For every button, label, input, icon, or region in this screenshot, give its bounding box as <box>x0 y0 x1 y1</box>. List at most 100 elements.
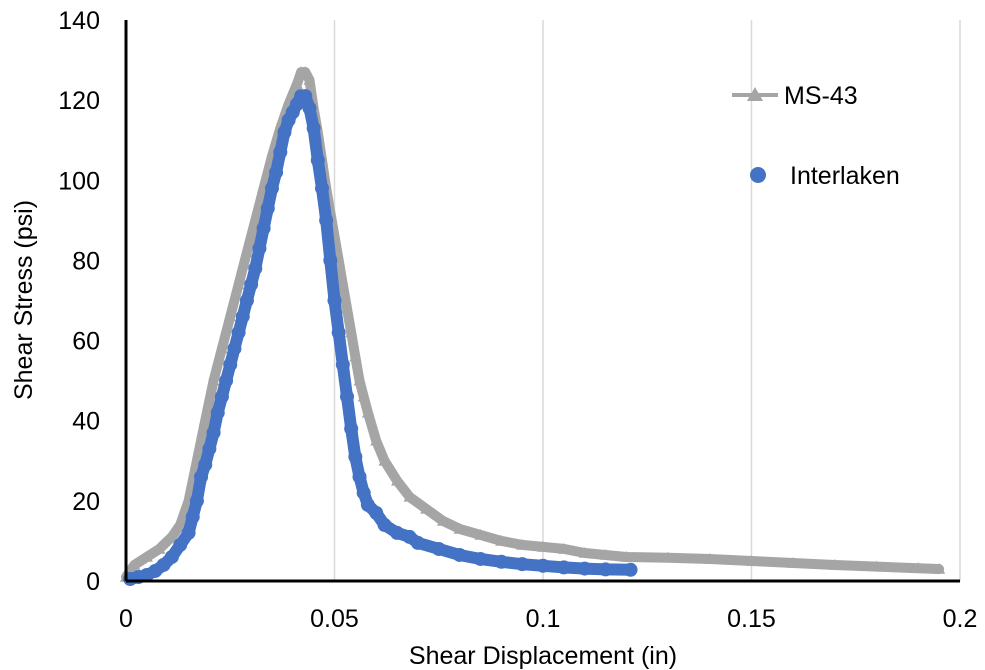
data-point-ms-43 <box>303 74 316 85</box>
y-tick-labels: 0 20 40 60 80 100 120 140 <box>58 7 100 596</box>
data-point-interlaken <box>227 341 242 356</box>
data-point-ms-43 <box>420 502 433 514</box>
x-axis-title: Shear Displacement (in) <box>409 642 677 670</box>
data-point-interlaken <box>273 145 288 160</box>
data-point-ms-43 <box>787 556 800 568</box>
data-point-ms-43 <box>153 542 166 554</box>
data-point-interlaken <box>202 441 217 456</box>
y-tick-label: 100 <box>58 167 100 195</box>
data-point-interlaken <box>256 221 271 236</box>
data-point-interlaken <box>269 165 284 180</box>
data-point-interlaken <box>352 469 367 484</box>
data-point-interlaken <box>344 421 359 436</box>
data-point-interlaken <box>327 293 342 308</box>
data-point-interlaken <box>348 449 363 464</box>
data-point-ms-43 <box>370 434 383 446</box>
data-point-ms-43 <box>232 278 245 290</box>
data-point-interlaken <box>340 389 355 404</box>
y-tick-label: 40 <box>72 408 100 436</box>
series-layer <box>120 66 946 586</box>
data-point-interlaken <box>452 547 467 562</box>
data-point-ms-43 <box>199 414 212 426</box>
axes <box>124 20 960 583</box>
legend-entry-interlaken: Interlaken <box>750 162 900 190</box>
data-point-interlaken <box>198 457 213 472</box>
data-point-ms-43 <box>341 302 354 314</box>
data-point-ms-43 <box>828 558 841 570</box>
data-point-interlaken <box>556 560 571 575</box>
data-point-interlaken <box>473 551 488 566</box>
data-point-interlaken <box>239 293 254 308</box>
data-point-ms-43 <box>578 546 591 558</box>
x-tick-label: 0.1 <box>526 605 561 633</box>
data-point-interlaken <box>323 253 338 268</box>
data-point-interlaken <box>210 405 225 420</box>
data-point-interlaken <box>310 153 325 168</box>
data-point-ms-43 <box>912 562 925 573</box>
legend-entry-ms-43: MS-43 <box>732 82 858 110</box>
data-point-ms-43 <box>240 246 253 258</box>
x-tick-label: 0.2 <box>943 605 978 633</box>
data-point-ms-43 <box>662 551 675 563</box>
data-point-ms-43 <box>474 528 487 540</box>
x-tick-label: 0 <box>119 605 133 633</box>
data-point-interlaken <box>173 537 188 552</box>
data-point-interlaken <box>335 357 350 372</box>
data-point-interlaken <box>194 469 209 484</box>
y-tick-label: 140 <box>58 7 100 35</box>
data-point-interlaken <box>331 325 346 340</box>
data-point-interlaken <box>302 101 317 116</box>
data-point-ms-43 <box>165 530 178 542</box>
legend-triangle-icon <box>747 87 763 101</box>
legend-label-ms-43: MS-43 <box>784 82 858 110</box>
data-point-interlaken <box>577 561 592 576</box>
x-tick-labels: 0 0.05 0.1 0.15 0.2 <box>119 605 977 633</box>
data-point-interlaken <box>356 485 371 500</box>
data-point-ms-43 <box>391 474 404 486</box>
data-point-interlaken <box>231 325 246 340</box>
data-point-ms-43 <box>745 554 758 566</box>
data-point-ms-43 <box>703 552 716 564</box>
data-point-interlaken <box>277 125 292 140</box>
data-point-ms-43 <box>299 66 312 77</box>
data-point-interlaken <box>223 357 238 372</box>
data-point-ms-43 <box>516 538 529 550</box>
data-point-interlaken <box>494 554 509 569</box>
data-point-interlaken <box>298 89 313 104</box>
data-point-ms-43 <box>353 374 366 386</box>
data-point-ms-43 <box>336 278 349 290</box>
series-line-ms-43 <box>121 67 945 582</box>
y-tick-label: 120 <box>58 87 100 115</box>
data-point-ms-43 <box>361 406 374 418</box>
legend-circle-icon <box>750 167 766 183</box>
data-point-ms-43 <box>436 514 449 526</box>
data-point-interlaken <box>431 541 446 556</box>
data-point-ms-43 <box>128 558 141 570</box>
data-point-ms-43 <box>537 540 549 552</box>
data-point-ms-43 <box>453 522 466 534</box>
data-point-interlaken <box>377 517 392 532</box>
data-point-interlaken <box>185 509 200 524</box>
x-tick-label: 0.05 <box>310 605 359 633</box>
data-point-ms-43 <box>933 562 946 574</box>
data-point-interlaken <box>164 549 179 564</box>
y-axis-title: Shear Stress (psi) <box>10 200 38 400</box>
data-point-ms-43 <box>249 214 262 226</box>
y-tick-label: 60 <box>72 328 100 356</box>
data-point-interlaken <box>206 425 221 440</box>
data-point-interlaken <box>306 121 321 136</box>
grid-lines <box>333 20 961 581</box>
data-point-ms-43 <box>495 534 508 546</box>
data-point-ms-43 <box>870 560 883 572</box>
data-point-ms-43 <box>378 454 391 466</box>
data-point-interlaken <box>260 201 275 216</box>
data-point-ms-43 <box>215 342 228 354</box>
series-interlaken <box>123 89 638 586</box>
data-point-interlaken <box>623 562 638 577</box>
y-tick-label: 20 <box>72 488 100 516</box>
data-point-interlaken <box>264 181 279 196</box>
y-tick-label: 80 <box>72 247 100 275</box>
data-point-ms-43 <box>557 542 570 554</box>
data-point-interlaken <box>515 557 530 572</box>
